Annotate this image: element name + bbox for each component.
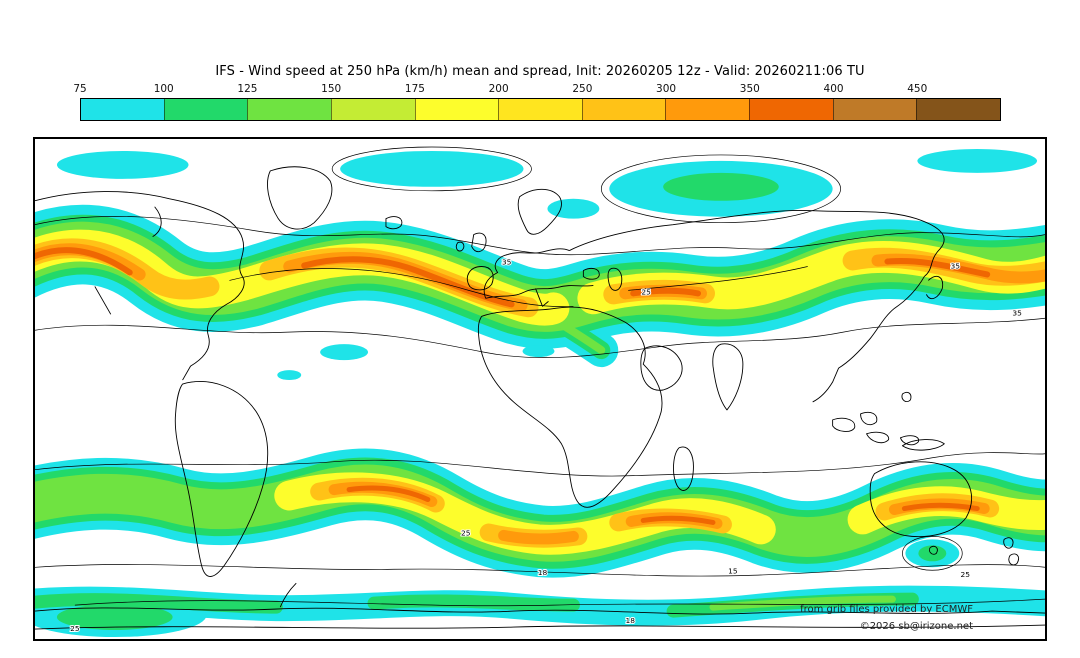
contour-label: 35 xyxy=(951,261,961,270)
wind-patch-green xyxy=(56,172,947,631)
contour-label: 35 xyxy=(502,258,512,267)
colorbar-segment xyxy=(163,99,248,120)
coast-africa xyxy=(477,306,694,508)
contour-label: 15 xyxy=(728,566,738,575)
colorbar-tick: 175 xyxy=(404,83,425,95)
colorbar-tick: 300 xyxy=(656,83,677,95)
colorbar-tick: 250 xyxy=(572,83,593,95)
colorbar-bar xyxy=(80,98,1001,121)
contour-label: 25 xyxy=(960,570,970,579)
colorbar-segment xyxy=(81,99,164,120)
colorbar: 75 100 125 150 175 200 250 300 350 400 450 xyxy=(73,82,1001,121)
contour-label: 18 xyxy=(625,616,635,625)
colorbar-segment xyxy=(581,99,666,120)
coastlines xyxy=(35,166,1045,630)
colorbar-segment xyxy=(414,99,499,120)
contour-lines xyxy=(35,146,1045,607)
world-map: 35 25 35 35 25 18 15 25 18 25 from grib files pro… xyxy=(33,137,1047,641)
colorbar-tick: 400 xyxy=(823,83,844,95)
contour-label: 25 xyxy=(461,528,471,537)
colorbar-tick: 100 xyxy=(153,83,174,95)
wind-band-darkorange xyxy=(35,247,991,525)
colorbar-segment xyxy=(832,99,917,120)
contour-label: 25 xyxy=(70,624,80,633)
coast-antarctica xyxy=(35,582,1045,630)
coast-asia xyxy=(569,209,945,411)
colorbar-tick: 150 xyxy=(321,83,342,95)
colorbar-tick: 125 xyxy=(237,83,258,95)
coast-greenland-uk xyxy=(267,166,487,252)
contour-label: 25 xyxy=(641,287,651,296)
coast-oceania xyxy=(832,411,1019,566)
colorbar-tick: 350 xyxy=(739,83,760,95)
colorbar-tick: 75 xyxy=(73,83,87,95)
colorbar-segment xyxy=(916,99,1001,120)
colorbar-segment xyxy=(749,99,833,120)
colorbar-segment xyxy=(498,99,582,120)
coast-europe xyxy=(466,188,594,307)
colorbar-ticks: 75 100 125 150 175 200 250 300 350 400 450 xyxy=(73,82,1001,97)
colorbar-tick: 200 xyxy=(488,83,509,95)
contour-label: 35 xyxy=(1012,308,1022,317)
contour-label: 18 xyxy=(538,568,548,577)
credit-copyright: ©2026 sb@irizone.net xyxy=(859,621,973,632)
contour-labels: 35 25 35 35 25 18 15 25 18 25 xyxy=(69,257,1023,635)
page-title: IFS - Wind speed at 250 hPa (km/h) mean … xyxy=(215,64,865,79)
colorbar-segment xyxy=(665,99,750,120)
colorbar-tick: 450 xyxy=(907,83,928,95)
coast-americas xyxy=(35,191,269,577)
colorbar-segment xyxy=(247,99,331,120)
credit-provider: from grib files provided by ECMWF xyxy=(800,604,973,615)
colorbar-segment xyxy=(330,99,415,120)
map-canvas: 35 25 35 35 25 18 15 25 18 25 xyxy=(35,146,1045,638)
